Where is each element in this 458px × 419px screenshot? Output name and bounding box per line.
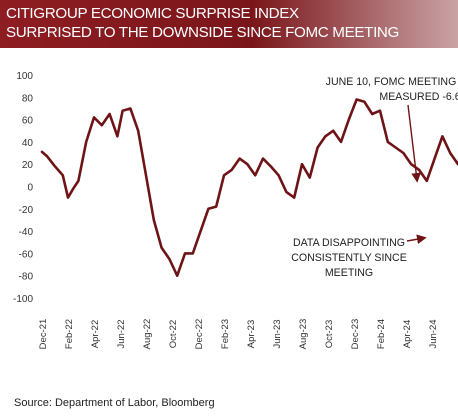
x-tick-label: Jun-24 [428, 319, 439, 348]
y-tick-label: -60 [19, 249, 34, 260]
x-tick-label: Feb-22 [64, 319, 75, 349]
x-tick-label: Feb-23 [220, 319, 231, 349]
fomc-arrow [408, 105, 417, 180]
series-line [42, 100, 458, 276]
x-tick-label: Apr-24 [402, 320, 413, 349]
y-tick-label: -20 [19, 205, 34, 216]
chart-subtitle: SURPRISED TO THE DOWNSIDE SINCE FOMC MEE… [6, 24, 399, 41]
y-tick-label: 20 [22, 160, 34, 171]
x-tick-label: Jun-23 [272, 319, 283, 348]
x-tick-label: Aug-23 [298, 319, 309, 350]
y-tick-label: -80 [19, 272, 34, 283]
source-note: Source: Department of Labor, Bloomberg [14, 397, 215, 409]
fomc-annotation-text: MEASURED -6.6 [379, 91, 458, 103]
y-tick-label: -100 [13, 294, 33, 305]
x-tick-label: Dec-22 [194, 319, 205, 350]
y-tick-label: 60 [22, 116, 34, 127]
x-tick-label: Dec-23 [350, 319, 361, 350]
disappointing-arrow [407, 238, 424, 241]
x-tick-label: Apr-22 [90, 320, 101, 349]
disappointing-annotation-text: CONSISTENTLY SINCE [291, 252, 407, 264]
y-tick-label: 80 [22, 93, 34, 104]
chart-title: CITIGROUP ECONOMIC SURPRISE INDEX [6, 5, 299, 22]
disappointing-annotation-text: MEETING [325, 267, 373, 279]
disappointing-annotation-text: DATA DISAPPOINTING [293, 237, 405, 249]
y-tick-label: 0 [27, 183, 33, 194]
line-chart: 100 80 60 40 20 0 -20 -40 -60 -80 -100 Dec-21 Feb-22… [0, 48, 458, 393]
fomc-annotation-text: JUNE 10, FOMC MEETING [326, 76, 457, 88]
x-tick-label: Aug-22 [142, 319, 153, 350]
x-tick-label: Dec-21 [38, 319, 49, 350]
x-tick-label: Oct-22 [168, 320, 179, 349]
y-tick-label: 100 [16, 71, 33, 82]
y-tick-label: -40 [19, 227, 34, 238]
x-tick-label: Feb-24 [376, 319, 387, 349]
title-banner: CITIGROUP ECONOMIC SURPRISE INDEX SURPRI… [0, 0, 458, 48]
x-tick-label: Jun-22 [116, 319, 127, 348]
x-tick-label: Oct-23 [324, 320, 335, 349]
x-tick-label: Apr-23 [246, 320, 257, 349]
y-tick-label: 40 [22, 138, 34, 149]
